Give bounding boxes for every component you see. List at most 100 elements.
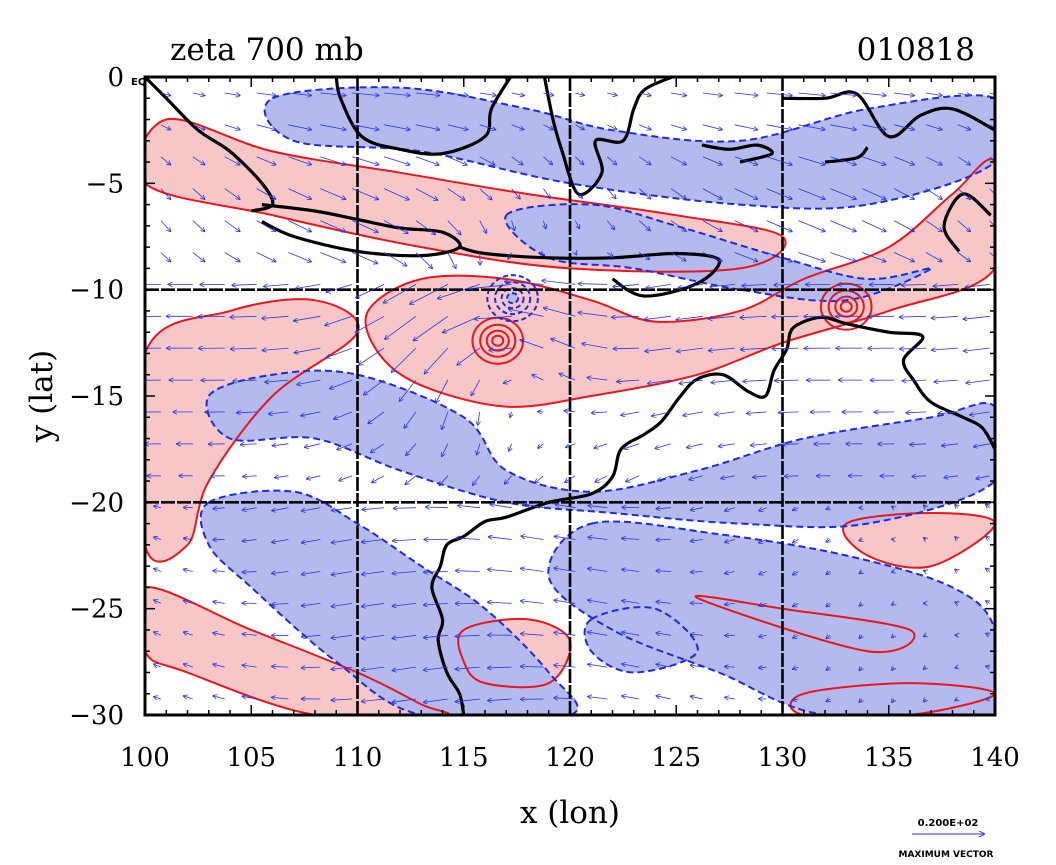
wind-vector [793,508,799,511]
wind-vector [424,634,448,637]
wind-vector [302,571,321,575]
wind-vector [751,444,767,446]
wind-vector [393,666,416,670]
wind-vector [555,504,576,509]
negative-contour [547,520,995,715]
wind-vector [415,156,439,165]
center-contour-ring [839,300,853,313]
title-right: 010818 [857,32,975,68]
wind-vector [589,506,608,508]
wind-vector [614,348,640,349]
wind-vector [320,124,345,130]
wind-vector [670,188,686,199]
wind-vector [955,505,958,508]
wind-vector [272,603,289,604]
x-tick-label: 120 [545,743,595,773]
wind-vector [702,92,722,96]
wind-vector [426,507,448,508]
wind-vector [826,667,830,670]
wind-vector [160,156,171,165]
wind-vector [709,347,735,351]
wind-vector [439,475,449,486]
wind-vector [393,540,416,541]
wind-vector [424,666,448,670]
wind-vector [352,92,378,96]
wind-vector [393,698,416,702]
wind-vector [447,92,468,96]
wind-vector [986,634,990,636]
wind-vector [559,374,576,381]
x-tick-label: 125 [651,743,701,773]
wind-vector [826,508,830,510]
wind-vector [538,443,544,448]
wind-vector [645,347,671,351]
wind-vector [638,220,650,231]
coastline [701,143,774,164]
positive-contour [694,594,916,654]
x-tick-label: 130 [758,743,808,773]
x-tick-label: 115 [439,743,489,773]
wind-vector [332,539,353,543]
wind-vector [384,92,410,96]
wind-vector [192,252,205,262]
y-axis-label: y (lat) [24,350,60,443]
wind-vector [656,664,671,668]
wind-vector [638,252,649,260]
wind-vector [963,315,990,319]
wind-vector [725,603,735,604]
wind-vector [622,696,640,700]
wind-vector [740,316,767,317]
wind-vector [288,156,311,165]
wind-vector [689,475,703,480]
wind-vector [957,156,970,165]
wind-vector [588,664,608,668]
wind-vector [424,572,448,573]
wind-vector [702,252,722,262]
wind-vector [656,571,671,572]
wind-vector [743,380,767,381]
coastline [824,146,869,164]
wind-vector [456,635,480,636]
wind-vector [384,284,417,302]
wind-vector [231,348,257,349]
wind-vector [555,536,576,540]
wind-vector [691,572,703,573]
positive-vorticity-region [145,299,359,562]
wind-vector [862,92,885,96]
wind-vector [184,664,193,667]
wind-vector [785,476,799,477]
wind-vector [702,188,722,199]
wind-vector [224,124,240,130]
wind-vector [894,124,914,130]
wind-vector [384,124,410,130]
wind-vector [213,696,225,700]
lat-lon-grid [145,77,995,715]
wind-vector [892,506,894,507]
wind-vector [224,93,240,96]
cyclone-center-positive [471,316,525,365]
wind-vector [256,188,276,200]
wind-vector [638,156,651,165]
wind-vector [932,316,958,318]
center-contour-ring [506,292,520,305]
negative-contour [263,86,995,210]
wind-vector [925,156,942,165]
wind-vector [859,603,862,606]
wind-vector [192,124,205,130]
wind-vector [160,124,171,130]
wind-vector [766,252,792,262]
wind-vector [415,188,438,201]
wind-vector [479,156,495,165]
wind-vector [892,699,894,702]
wind-vector [543,124,553,130]
wind-vector [766,92,792,96]
wind-vector [680,379,703,383]
wind-vector [798,188,824,200]
wind-vector [594,443,608,448]
wind-vector [793,572,799,575]
wind-vector [554,698,576,699]
wind-vector [256,156,276,165]
x-tick-label: 110 [333,743,383,773]
wind-vector [955,537,958,540]
wind-vector [523,504,544,509]
